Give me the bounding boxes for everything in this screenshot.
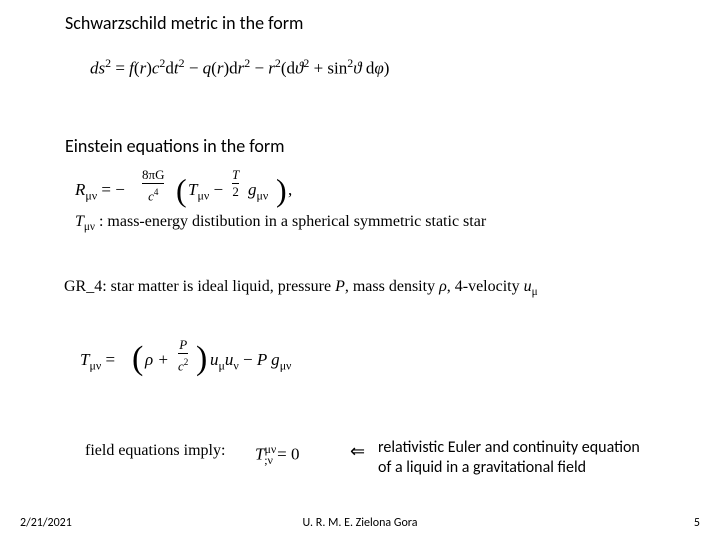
- eq-einstein-inner1: Tμν −: [188, 180, 223, 203]
- eq-einstein-lhs: Rμν = −: [75, 180, 125, 203]
- field-eq-label: field equations imply:: [85, 442, 225, 460]
- heading-einstein: Einstein equations in the form: [65, 135, 285, 157]
- heading-schwarzschild: Schwarzschild metric in the form: [65, 12, 303, 34]
- paren-right-1: ): [276, 172, 287, 209]
- eq-metric: ds2 = f(r)c2dt2 − q(r)dr2 − r2(dϑ2 + sin…: [90, 56, 389, 79]
- eq-tmunu-frac: P c2: [178, 338, 188, 373]
- eq-einstein-frac2: T 2: [232, 168, 239, 199]
- eq-einstein-comma: ,: [288, 180, 292, 200]
- result-line2: of a liquid in a gravitational field: [378, 458, 586, 477]
- eq-tmunu-rest: uμuν − P gμν: [210, 350, 291, 373]
- eq-tmunu-lhs: Tμν =: [80, 350, 115, 373]
- field-eq-expr: Tμν;ν = 0: [255, 442, 300, 468]
- arrow-left: ⇐: [350, 440, 365, 462]
- gr4-line: GR_4: star matter is ideal liquid, press…: [64, 278, 538, 298]
- eq-tmunu-rho: ρ +: [145, 350, 169, 370]
- paren-right-2: ): [196, 340, 207, 378]
- eq-einstein-gmn: gμν: [248, 180, 268, 203]
- result-line1: relativistic Euler and continuity equati…: [378, 438, 640, 457]
- eq-einstein-frac1: 8πG c4: [142, 168, 164, 203]
- tmunu-description: Tμν : mass-energy distibution in a spher…: [75, 213, 486, 233]
- slide: Schwarzschild metric in the form ds2 = f…: [0, 0, 720, 540]
- paren-left-2: (: [132, 340, 143, 378]
- paren-left-1: (: [176, 172, 187, 209]
- footer-center: U. R. M. E. Zielona Gora: [0, 516, 720, 530]
- footer-page: 5: [694, 516, 700, 530]
